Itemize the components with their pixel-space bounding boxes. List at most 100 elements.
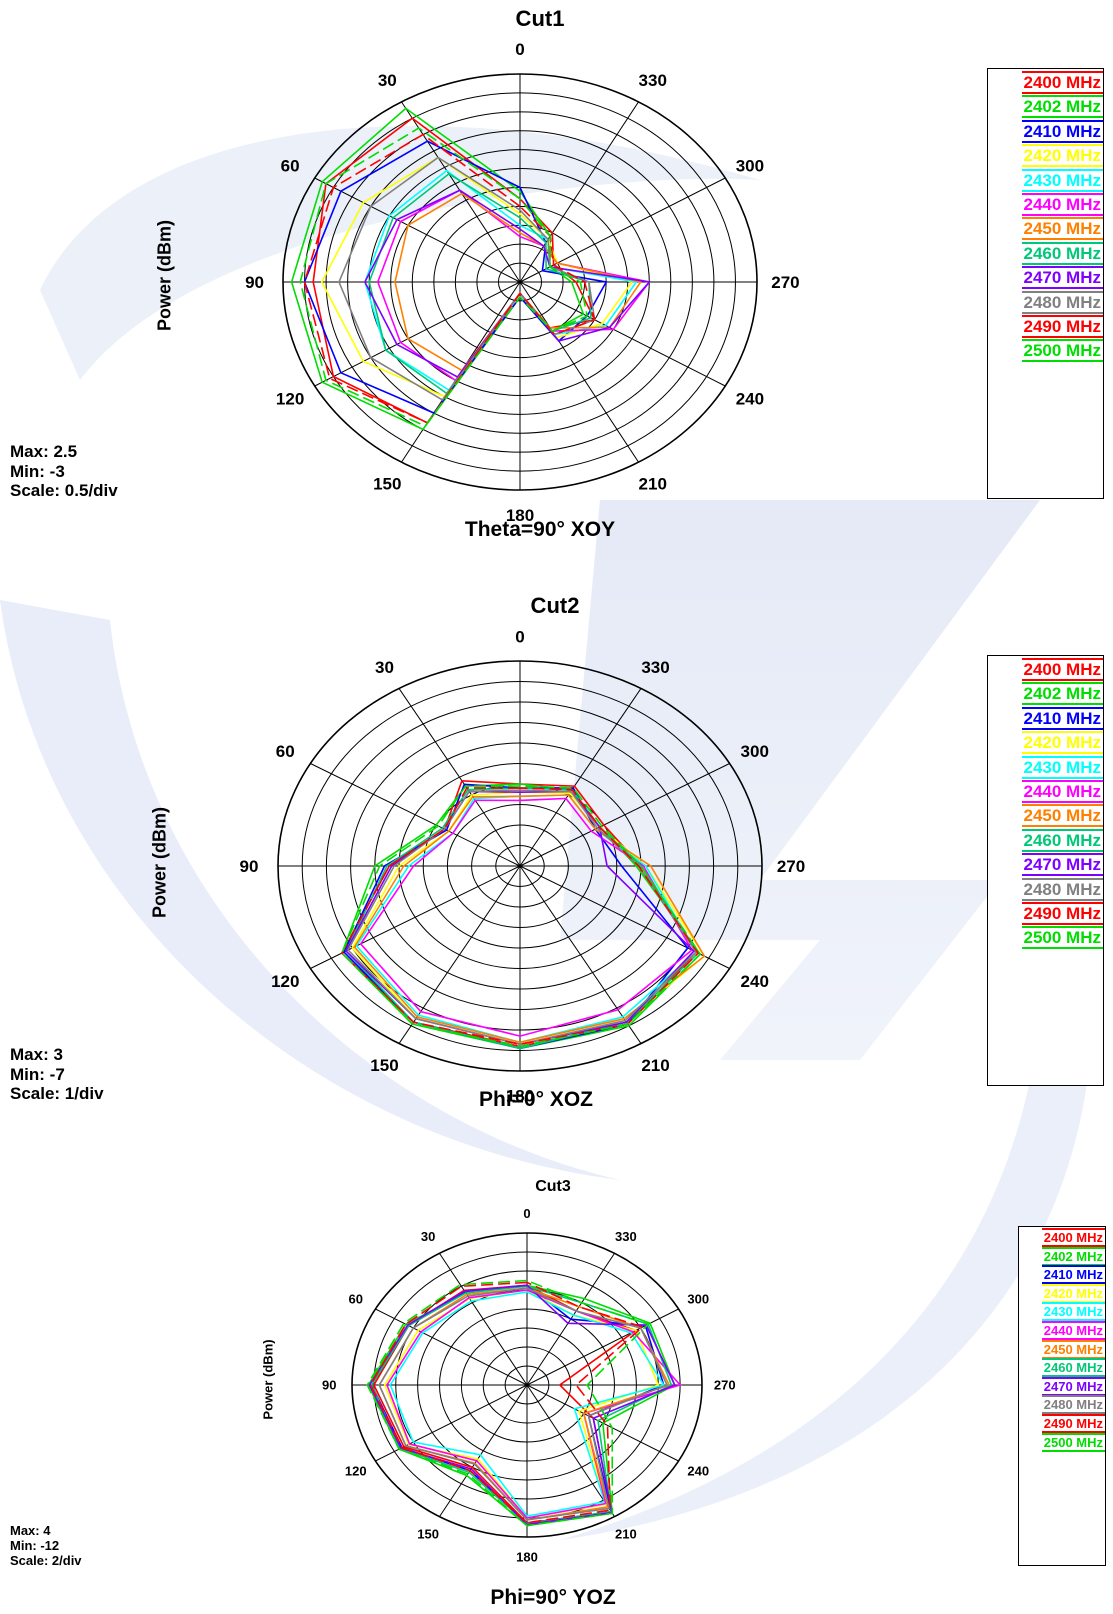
angle-tick-label: 180 [506,1087,534,1106]
angle-tick-label: 300 [687,1292,709,1307]
legend-entry: 2480 MHz [988,290,1103,315]
grid-spoke [314,281,521,387]
angle-tick-label: 120 [276,389,304,408]
legend-entry: 2410 MHz [988,706,1103,731]
legend-label: 2460 MHz [1021,828,1103,852]
legend-entry: 2402 MHz [988,95,1103,119]
legend-entry: 2440 MHz [1019,1320,1105,1341]
min-value: Min: -7 [10,1064,65,1084]
legend-entry: 2440 MHz [988,780,1103,804]
angle-tick-label: 60 [276,742,295,761]
chart-subtitle: Phi=90° YOZ [490,1586,616,1609]
legend-label: 2480 MHz [1021,877,1103,901]
legend-label: 2460 MHz [1041,1358,1105,1378]
chart-subtitle: Theta=90° XOY [464,518,616,541]
angle-tick-label: 120 [271,972,299,991]
series-line [340,783,702,1050]
legend-label: 2430 MHz [1021,755,1103,779]
grid-spoke [519,281,726,387]
chart-panel-cut2: Cut2 Power (dBm) 0 30 60 90 120 150 180 210 240 2… [0,585,1113,1130]
angle-tick-label: 0 [515,627,524,646]
angle-tick-label: 330 [641,658,669,677]
legend-entry: 2500 MHz [1019,1432,1105,1453]
chart-title: Cut3 [535,1178,571,1195]
legend-entry: 2420 MHz [988,731,1103,755]
angle-tick-label: 330 [615,1229,637,1244]
legend-entry: 2400 MHz [988,71,1103,95]
legend: 2400 MHz 2402 MHz 2410 MHz 2420 MHz 2430 MHz… [1018,1226,1106,1566]
legend-entry: 2430 MHz [1019,1302,1105,1322]
angle-tick-label: 240 [736,389,764,408]
chart-title: Cut1 [515,6,565,31]
legend-label: 2450 MHz [1021,217,1103,241]
legend-entry: 2470 MHz [988,853,1103,877]
angle-tick-label: 90 [245,273,264,292]
legend-entry: 2410 MHz [988,119,1103,144]
series-line [359,797,693,1037]
angle-tick-label: 30 [375,658,394,677]
legend-label: 2410 MHz [1021,119,1103,143]
legend-entry: 2460 MHz [988,241,1103,266]
legend-label: 2470 MHz [1021,266,1103,290]
series-line [378,1287,669,1521]
max-value: Max: 2.5 [10,442,78,461]
series-line [347,789,698,1046]
angle-tick-label: 210 [639,475,667,494]
legend-label: 2400 MHz [1041,1228,1105,1247]
angle-tick-label: 60 [349,1292,363,1307]
max-value: Max: 4 [10,1523,51,1538]
min-value: Min: -3 [10,461,65,481]
grid-spoke [398,688,521,867]
angle-tick-label: 90 [322,1378,336,1393]
legend-label: 2500 MHz [1021,339,1103,363]
polar-plot: 0 30 60 90 120 150 180 210 240 270 300 330 [245,40,800,525]
scale-value: Scale: 1/div [10,1084,104,1104]
legend-entry: 2420 MHz [988,144,1103,168]
legend-entry: 2470 MHz [1019,1376,1105,1397]
legend: 2400 MHz 2402 MHz 2410 MHz 2420 MHz 2430 MHz… [987,68,1104,499]
legend-label: 2420 MHz [1021,731,1103,755]
legend-entry: 2460 MHz [1019,1358,1105,1378]
angle-tick-label: 270 [771,273,799,292]
legend: 2400 MHz 2402 MHz 2410 MHz 2420 MHz 2430 MHz… [987,655,1104,1086]
legend-label: 2480 MHz [1041,1395,1105,1415]
grid-spoke [314,177,521,283]
angle-tick-label: 240 [687,1463,709,1478]
min-value: Min: -12 [10,1537,60,1553]
legend-label: 2420 MHz [1041,1283,1105,1303]
legend-label: 2430 MHz [1021,168,1103,192]
series-line [353,794,706,1044]
series-line [366,1279,650,1527]
angle-tick-label: 240 [741,972,769,991]
legend-label: 2400 MHz [1021,658,1103,681]
series-line [389,1291,665,1517]
angle-tick-label: 300 [736,156,764,175]
polar-grid [277,660,763,1072]
legend-entry: 2490 MHz [988,315,1103,339]
legend-label: 2402 MHz [1041,1246,1105,1266]
legend-label: 2440 MHz [1021,780,1103,804]
angle-tick-label: 30 [378,71,397,90]
legend-label: 2400 MHz [1021,71,1103,94]
legend-entry: 2430 MHz [988,755,1103,780]
grid-spoke [519,763,730,867]
legend-entry: 2480 MHz [988,877,1103,902]
legend-entry: 2500 MHz [988,926,1103,950]
legend-label: 2402 MHz [1021,682,1103,706]
legend-entry: 2450 MHz [988,217,1103,241]
grid-spoke [519,281,639,463]
legend-entry: 2450 MHz [1019,1339,1105,1360]
series-line [303,133,596,424]
grid-spoke [519,865,642,1044]
legend-label: 2420 MHz [1021,144,1103,168]
scale-value: Scale: 2/div [10,1552,82,1568]
grid-spoke [439,1253,528,1386]
legend-entry: 2400 MHz [1019,1228,1105,1248]
angle-tick-label: 270 [777,857,805,876]
legend-label: 2490 MHz [1021,902,1103,926]
angle-tick-label: 300 [741,742,769,761]
legend-entry: 2480 MHz [1019,1395,1105,1415]
legend-label: 2470 MHz [1021,853,1103,877]
angle-tick-label: 0 [515,40,524,59]
angle-tick-label: 90 [239,857,258,876]
